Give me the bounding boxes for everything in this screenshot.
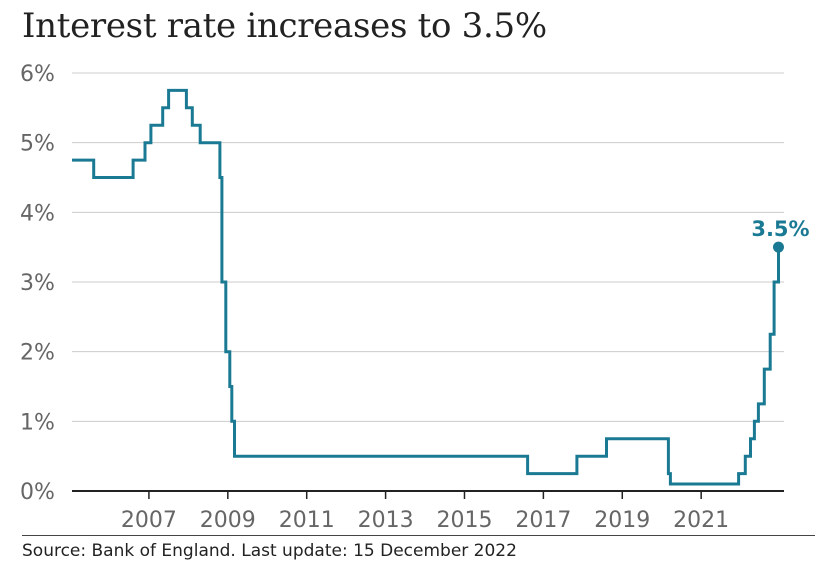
x-tick-label: 2009 — [200, 508, 256, 533]
latest-rate-label: 3.5% — [751, 217, 809, 241]
y-tick-label: 6% — [20, 62, 55, 87]
x-tick-label: 2015 — [436, 508, 492, 533]
y-axis-labels: 0% 1% 2% 3% 4% 5% 6% — [20, 62, 55, 505]
y-tick-label: 0% — [20, 480, 55, 505]
x-tick-label: 2013 — [358, 508, 414, 533]
y-tick-label: 4% — [20, 201, 55, 226]
x-tick-label: 2021 — [673, 508, 729, 533]
source-divider — [22, 535, 815, 536]
source-note: Source: Bank of England. Last update: 15… — [22, 541, 517, 561]
y-tick-label: 3% — [20, 271, 55, 296]
y-tick-label: 5% — [20, 132, 55, 157]
annotations: 3.5% — [751, 217, 810, 253]
x-tick-label: 2007 — [121, 508, 177, 533]
series-line-0 — [72, 88, 780, 486]
x-tick-label: 2019 — [594, 508, 650, 533]
x-tick-label: 2017 — [515, 508, 571, 533]
x-tick-label: 2011 — [279, 508, 335, 533]
gridlines — [72, 72, 784, 422]
latest-rate-point — [772, 241, 784, 253]
series — [72, 88, 780, 486]
y-tick-label: 1% — [20, 410, 55, 435]
y-tick-label: 2% — [20, 341, 55, 366]
chart-title: Interest rate increases to 3.5% — [22, 6, 547, 46]
x-axis: 2007 2009 2011 2013 2015 2017 2019 2021 — [72, 490, 784, 533]
